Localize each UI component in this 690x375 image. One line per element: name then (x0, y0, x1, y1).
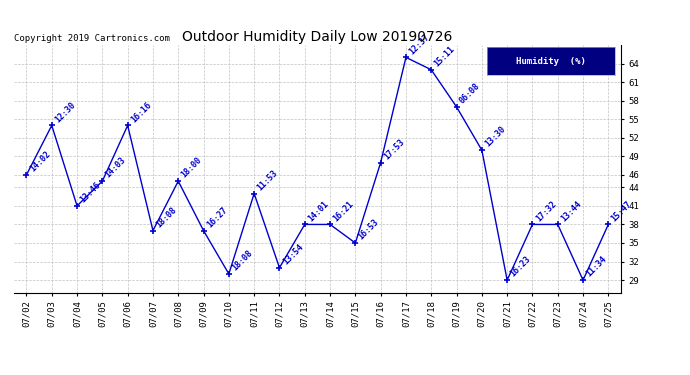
Text: 11:53: 11:53 (255, 168, 279, 192)
Text: 13:30: 13:30 (483, 125, 507, 149)
Text: 18:08: 18:08 (155, 205, 179, 229)
Text: 18:08: 18:08 (230, 249, 255, 273)
Text: Copyright 2019 Cartronics.com: Copyright 2019 Cartronics.com (14, 34, 170, 43)
Text: 16:16: 16:16 (129, 100, 153, 124)
Text: 13:44: 13:44 (559, 199, 583, 223)
Text: 14:03: 14:03 (104, 156, 128, 180)
Text: 14:02: 14:02 (28, 150, 52, 174)
Text: 13:46: 13:46 (79, 180, 103, 204)
Text: 18:00: 18:00 (179, 156, 204, 180)
Text: 15:47: 15:47 (610, 199, 634, 223)
Text: 11:34: 11:34 (584, 255, 609, 279)
Text: 16:21: 16:21 (331, 199, 355, 223)
Text: 12:37: 12:37 (407, 32, 431, 56)
Text: 06:08: 06:08 (458, 81, 482, 105)
Title: Outdoor Humidity Daily Low 20190726: Outdoor Humidity Daily Low 20190726 (182, 30, 453, 44)
Text: 14:01: 14:01 (306, 199, 331, 223)
Text: 16:23: 16:23 (509, 255, 533, 279)
Text: 12:30: 12:30 (53, 100, 77, 124)
Text: 13:54: 13:54 (281, 242, 305, 266)
Text: 16:53: 16:53 (357, 217, 381, 242)
Text: 15:11: 15:11 (433, 44, 457, 68)
Text: 17:53: 17:53 (382, 137, 406, 161)
Text: 17:32: 17:32 (534, 199, 558, 223)
Text: 16:27: 16:27 (205, 205, 229, 229)
